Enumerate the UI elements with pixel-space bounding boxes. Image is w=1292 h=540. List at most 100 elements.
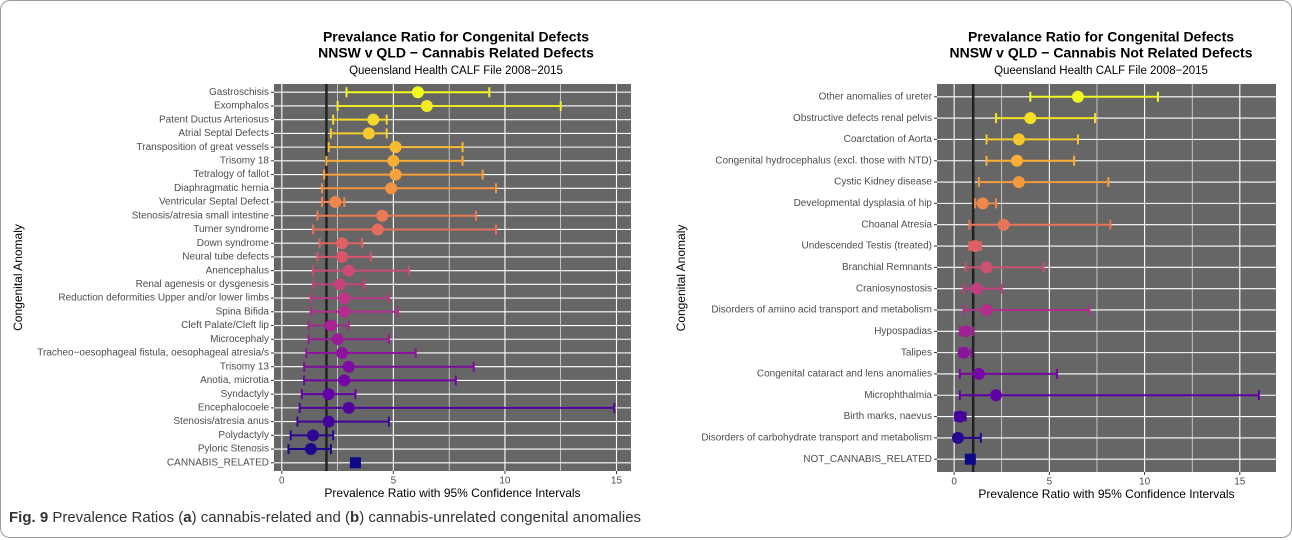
point <box>333 278 346 291</box>
point <box>322 388 335 401</box>
y-tick-label: Ventricular Septal Defect <box>159 197 269 208</box>
y-tick-label: Anotia, microtia <box>200 375 269 386</box>
y-tick-label: Neural tube defects <box>182 252 269 263</box>
y-tick-label: Disorders of amino acid transport and me… <box>711 305 932 316</box>
y-tick-label: Congenital cataract and lens anomalies <box>757 369 932 380</box>
y-axis-title: Congenital Anomaly <box>11 224 25 331</box>
y-tick-label: Obstructive defects renal pelvis <box>793 113 932 124</box>
y-tick-label: Pyloric Stenosis <box>198 444 269 455</box>
y-tick-label: Undescended Testis (treated) <box>802 241 932 252</box>
y-tick-label: Tetralogy of fallot <box>193 169 269 180</box>
point <box>367 113 380 126</box>
point <box>371 223 384 236</box>
point <box>338 292 351 305</box>
caption-text: ) cannabis-unrelated congenital anomalie… <box>359 509 642 526</box>
y-tick-label: Exomphalos <box>214 101 269 112</box>
y-tick-label: Stenosis/atresia anus <box>173 416 269 427</box>
point <box>972 367 985 380</box>
y-tick-label: Polydactyly <box>218 430 269 441</box>
point <box>970 282 983 295</box>
y-tick-label: Reduction deformities Upper and/or lower… <box>58 293 269 304</box>
point <box>349 457 361 469</box>
y-tick-label: Spina Bifida <box>216 306 270 317</box>
point <box>338 374 351 387</box>
chart-title: NNSW v QLD − Cannabis Not Related Defect… <box>949 45 1252 61</box>
y-tick-label: CANNABIS_RELATED <box>167 457 269 468</box>
point <box>304 443 317 456</box>
y-tick-label: Microphthalmia <box>864 390 932 401</box>
x-tick-label: 0 <box>279 476 285 487</box>
caption-text: a <box>183 509 192 526</box>
caption-text: Prevalence Ratios ( <box>48 509 184 526</box>
y-tick-label: Coarctation of Aorta <box>844 134 933 145</box>
x-tick-label: 0 <box>951 477 957 488</box>
x-tick-label: 5 <box>391 476 397 487</box>
point <box>342 264 355 277</box>
point <box>389 168 402 181</box>
point <box>976 197 989 210</box>
point <box>387 154 400 167</box>
point <box>342 401 355 414</box>
y-tick-label: Anencephalus <box>206 265 269 276</box>
chart-subtitle: Queensland Health CALF File 2008−2015 <box>994 65 1208 77</box>
chart-title: Prevalance Ratio for Congenital Defects <box>323 29 589 45</box>
y-tick-label: Trisomy 18 <box>220 155 270 166</box>
y-tick-label: Cleft Palate/Cleft lip <box>181 320 269 331</box>
point <box>980 303 993 316</box>
y-tick-label: Diaphragmatic hernia <box>174 183 269 194</box>
y-tick-label: Gastroschisis <box>209 87 269 98</box>
y-tick-label: Hypospadias <box>874 326 932 337</box>
chart-title: Prevalance Ratio for Congenital Defects <box>968 29 1234 45</box>
caption-text: ) cannabis-related and ( <box>191 509 351 526</box>
point <box>420 99 433 112</box>
point <box>411 86 424 99</box>
point <box>338 305 351 318</box>
y-tick-label: Cystic Kidney disease <box>834 177 932 188</box>
point <box>322 415 335 428</box>
y-tick-label: NOT_CANNABIS_RELATED <box>803 454 932 465</box>
y-tick-label: Developmental dysplasia of hip <box>794 198 933 209</box>
chart-title: NNSW v QLD − Cannabis Related Defects <box>318 45 594 61</box>
y-tick-label: Atrial Septal Defects <box>178 128 269 139</box>
y-tick-label: Talipes <box>901 347 932 358</box>
x-axis-title: Prevalence Ratio with 95% Confidence Int… <box>978 487 1234 501</box>
y-tick-label: Birth marks, naevus <box>844 411 932 422</box>
point <box>959 325 972 338</box>
point <box>331 333 344 346</box>
caption-label: Fig. 9 <box>9 509 49 526</box>
point <box>1071 90 1084 103</box>
y-tick-label: Other anomalies of ureter <box>819 91 933 102</box>
x-tick-label: 10 <box>499 476 511 487</box>
plot-background <box>937 84 1276 472</box>
x-axis-title: Prevalence Ratio with 95% Confidence Int… <box>324 486 580 500</box>
y-tick-label: Syndactyly <box>221 389 269 400</box>
point <box>969 240 982 253</box>
plot-background <box>274 84 631 471</box>
x-tick-label: 15 <box>1234 477 1246 488</box>
point <box>342 360 355 373</box>
x-tick-label: 5 <box>1047 477 1053 488</box>
y-tick-label: Choanal Atresia <box>861 219 932 230</box>
point <box>1012 133 1025 146</box>
y-tick-label: Stenosis/atresia small intestine <box>132 210 270 221</box>
y-tick-label: Patent Ductus Arteriosus <box>159 114 269 125</box>
point <box>324 319 337 332</box>
y-tick-label: Congenital hydrocephalus (excl. those wi… <box>715 155 932 166</box>
point <box>953 410 966 423</box>
point <box>336 346 349 359</box>
point <box>1012 176 1025 189</box>
y-tick-label: Tracheo−oesophageal fistula, oesophageal… <box>37 348 269 359</box>
point <box>336 250 349 263</box>
y-axis-title: Congenital Anomaly <box>674 225 688 332</box>
y-tick-label: Renal agenesis or dysgenesis <box>136 279 269 290</box>
point <box>964 453 976 465</box>
chart: Prevalance Ratio for Congenital DefectsN… <box>11 29 1276 501</box>
point <box>951 431 964 444</box>
x-tick-label: 10 <box>1139 477 1151 488</box>
y-tick-label: Craniosynostosis <box>856 283 932 294</box>
point <box>990 389 1003 402</box>
caption: Fig. 9 Prevalence Ratios (a) cannabis-re… <box>9 509 641 526</box>
point <box>376 209 389 222</box>
point <box>336 237 349 250</box>
